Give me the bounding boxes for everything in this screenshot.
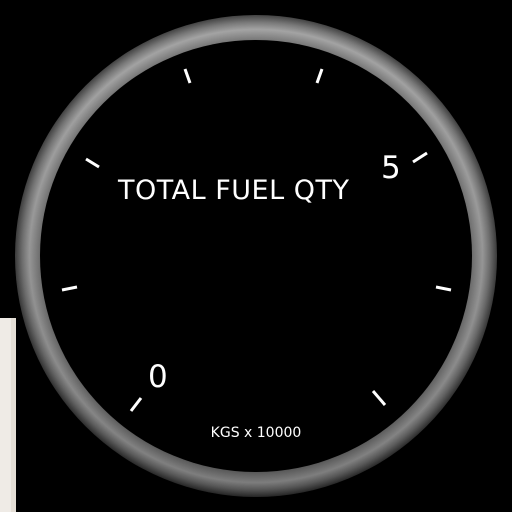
tick-mark [315, 68, 324, 84]
tick-mark [85, 157, 100, 169]
scale-label-max: 5 [381, 150, 401, 186]
tick-mark [183, 68, 192, 84]
tick-mark [435, 285, 452, 292]
scale-label-min: 0 [148, 359, 168, 395]
gauge-face [40, 40, 472, 472]
tick-mark [371, 390, 387, 406]
tick-mark [412, 151, 428, 164]
edge-strip-highlight [0, 318, 11, 512]
tick-mark [61, 285, 78, 292]
tick-mark [129, 397, 143, 412]
gauge-title: TOTAL FUEL QTY [118, 175, 350, 206]
tick-marks [61, 68, 452, 412]
units-label: KGS x 10000 [210, 425, 302, 441]
